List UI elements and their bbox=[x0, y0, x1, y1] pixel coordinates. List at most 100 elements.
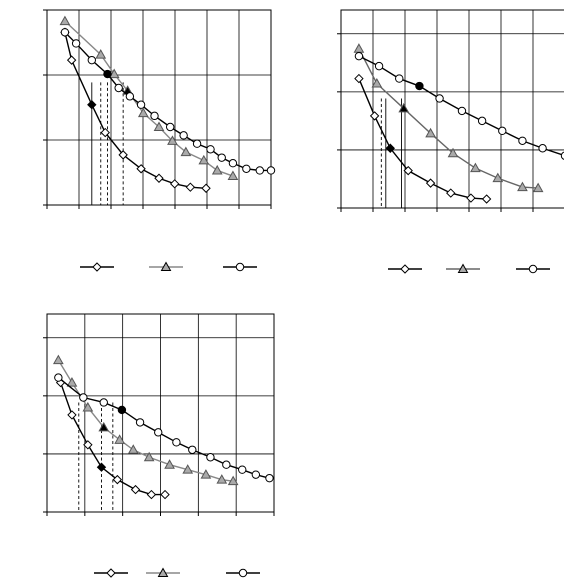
data-point-circle bbox=[188, 445, 197, 454]
data-point-circle bbox=[60, 28, 70, 37]
data-point-circle-highlighted bbox=[103, 69, 112, 79]
data-point-diamond-highlighted bbox=[87, 100, 97, 110]
data-point-diamond bbox=[130, 484, 141, 495]
data-point-diamond bbox=[136, 164, 146, 174]
series-circle bbox=[354, 51, 564, 160]
series-line-circle bbox=[64, 31, 271, 172]
series-line-diamond bbox=[358, 78, 487, 200]
data-point-circle-highlighted bbox=[415, 81, 424, 91]
series-circle bbox=[54, 373, 274, 483]
series-triangle bbox=[52, 354, 239, 486]
data-point-diamond bbox=[354, 73, 364, 84]
data-point-triangle bbox=[532, 182, 544, 193]
legend bbox=[94, 567, 260, 578]
plot-frame bbox=[46, 9, 272, 206]
data-point-circle bbox=[136, 100, 146, 109]
legend-marker-diamond bbox=[92, 262, 102, 272]
data-point-diamond bbox=[403, 165, 413, 176]
series-line-triangle bbox=[64, 20, 234, 177]
data-point-diamond bbox=[67, 410, 77, 420]
data-point-diamond bbox=[154, 173, 164, 183]
data-point-circle bbox=[228, 159, 238, 168]
data-point-circle bbox=[242, 164, 251, 173]
plot-frame bbox=[340, 9, 564, 209]
data-point-circle bbox=[135, 418, 145, 427]
legend-marker-circle bbox=[528, 264, 538, 274]
data-point-circle bbox=[79, 393, 88, 402]
data-point-circle bbox=[166, 122, 175, 132]
data-point-circle bbox=[395, 74, 404, 83]
data-point-diamond bbox=[83, 440, 93, 450]
data-point-triangle bbox=[227, 475, 239, 486]
data-point-diamond bbox=[169, 179, 180, 189]
data-point-circle bbox=[265, 473, 274, 483]
legend-marker-circle bbox=[238, 568, 248, 578]
data-point-triangle bbox=[371, 78, 383, 88]
legend-marker-diamond bbox=[106, 568, 116, 578]
data-point-diamond bbox=[118, 150, 128, 160]
data-point-circle bbox=[71, 39, 81, 48]
series-diamond bbox=[354, 73, 492, 204]
data-point-triangle bbox=[127, 444, 139, 454]
data-point-triangle bbox=[114, 434, 125, 444]
data-point-triangle bbox=[200, 469, 212, 479]
series-triangle bbox=[353, 43, 544, 193]
data-point-circle bbox=[172, 438, 181, 447]
data-point-diamond bbox=[425, 178, 436, 188]
series-circle bbox=[60, 28, 276, 175]
series-diamond bbox=[60, 27, 211, 193]
data-point-triangle bbox=[153, 121, 165, 131]
legend-marker-triangle bbox=[457, 263, 469, 273]
data-point-circle bbox=[255, 166, 264, 175]
series-triangle bbox=[59, 15, 239, 181]
series-line-diamond bbox=[64, 32, 207, 189]
data-point-triangle bbox=[216, 474, 228, 484]
data-point-circle bbox=[560, 151, 564, 160]
data-point-circle bbox=[114, 83, 123, 93]
data-point-circle bbox=[150, 111, 159, 121]
data-point-triangle bbox=[52, 354, 64, 365]
data-point-triangle bbox=[353, 43, 365, 53]
data-point-circle bbox=[125, 92, 135, 101]
data-point-circle bbox=[518, 136, 527, 145]
chart-panel-bottom-left bbox=[43, 313, 275, 578]
data-point-diamond-highlighted bbox=[96, 462, 107, 472]
data-point-triangle bbox=[492, 172, 504, 183]
data-point-diamond bbox=[466, 193, 476, 203]
data-point-circle bbox=[192, 139, 202, 148]
data-point-circle bbox=[179, 131, 188, 140]
chart-panel-top-right bbox=[337, 9, 564, 274]
legend bbox=[388, 263, 550, 274]
data-point-circle bbox=[457, 106, 467, 116]
data-point-triangle bbox=[227, 170, 239, 181]
data-point-circle bbox=[206, 453, 215, 462]
data-point-diamond bbox=[160, 489, 170, 500]
data-point-circle bbox=[87, 55, 97, 65]
data-point-diamond bbox=[369, 111, 380, 121]
data-point-triangle bbox=[517, 181, 528, 192]
legend-marker-triangle bbox=[160, 261, 172, 271]
data-point-circle bbox=[498, 126, 507, 136]
series-line-diamond bbox=[59, 382, 166, 496]
data-point-diamond bbox=[100, 127, 110, 138]
data-point-triangle bbox=[167, 135, 178, 145]
data-point-triangle-highlighted bbox=[98, 421, 110, 432]
data-point-circle bbox=[374, 61, 384, 71]
data-point-circle bbox=[154, 428, 163, 437]
data-point-circle bbox=[238, 465, 247, 474]
data-point-triangle bbox=[211, 164, 223, 175]
data-point-triangle bbox=[425, 127, 436, 138]
data-point-circle bbox=[54, 373, 63, 382]
data-point-diamond bbox=[146, 489, 157, 500]
data-point-circle bbox=[538, 144, 547, 153]
data-point-circle bbox=[266, 166, 276, 175]
data-point-triangle bbox=[198, 154, 210, 165]
data-point-triangle bbox=[143, 451, 155, 462]
data-point-diamond bbox=[112, 474, 123, 485]
data-point-circle bbox=[99, 398, 108, 407]
legend-marker-triangle bbox=[157, 567, 169, 577]
data-point-circle-highlighted bbox=[117, 405, 127, 415]
data-point-triangle bbox=[66, 377, 78, 387]
data-point-diamond bbox=[66, 55, 77, 65]
